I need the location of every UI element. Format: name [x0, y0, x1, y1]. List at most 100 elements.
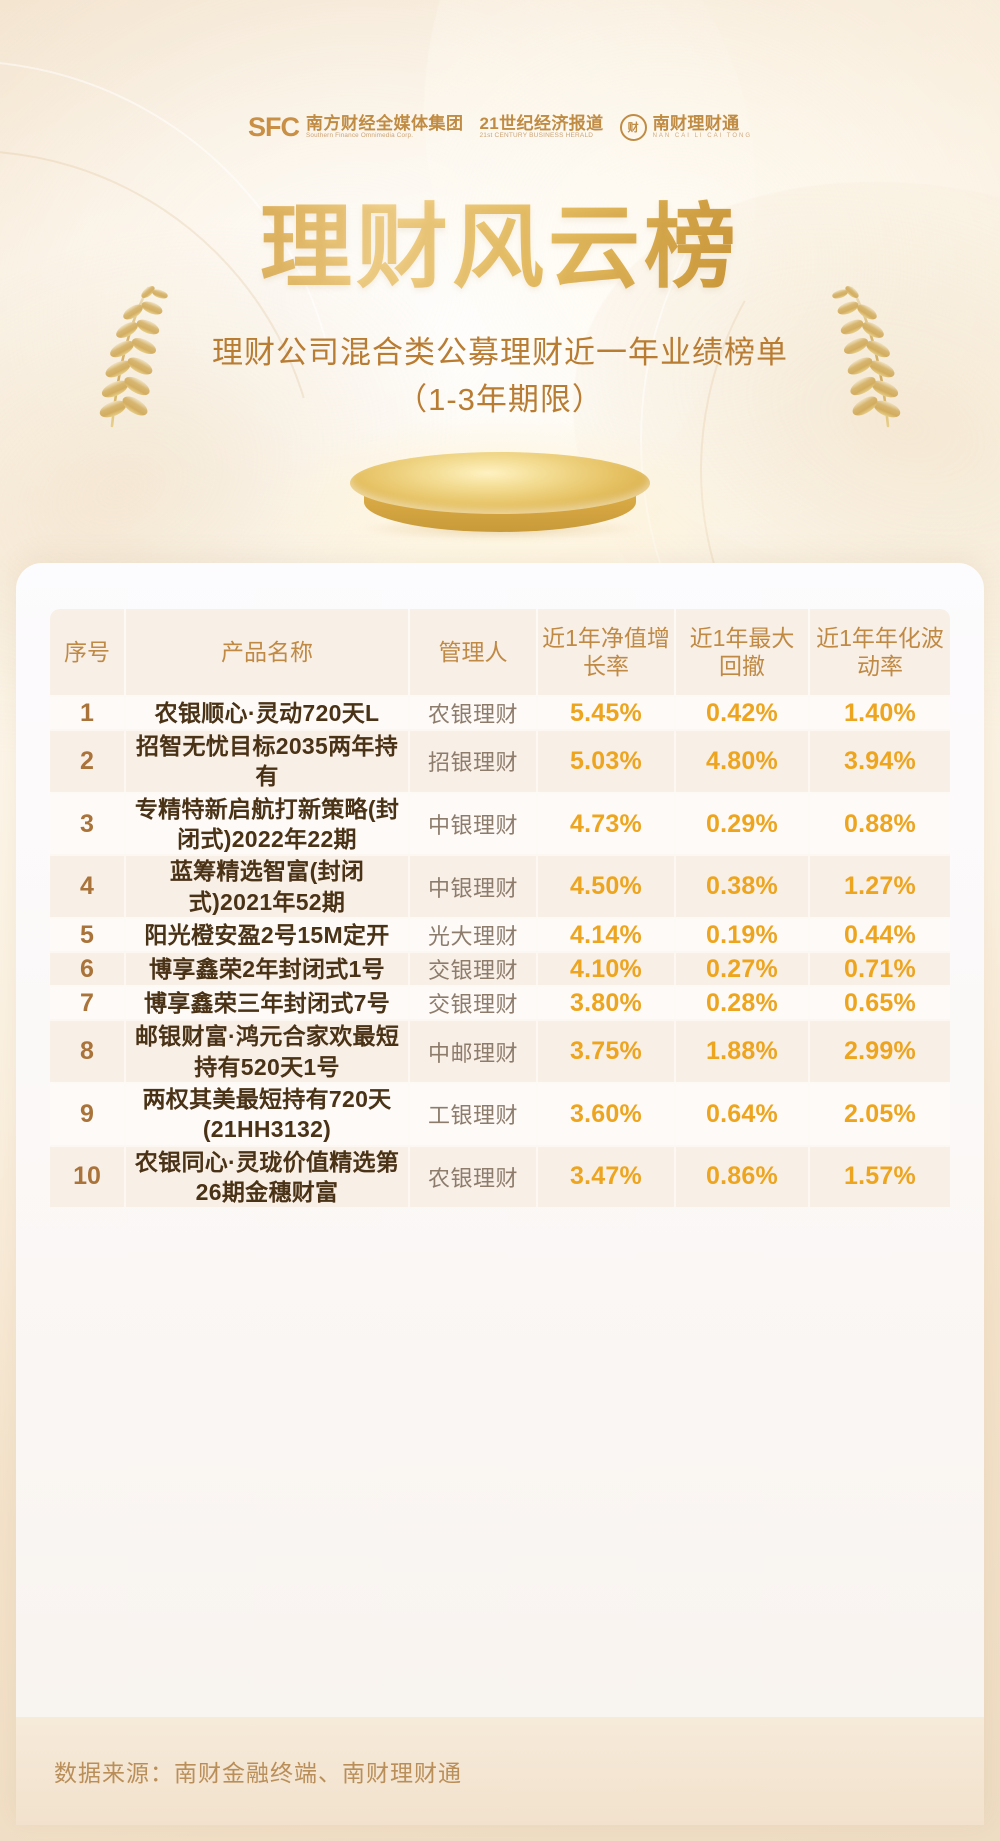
cell-manager: 中银理财 [410, 791, 538, 855]
cell-drawdown: 0.19% [676, 917, 810, 952]
cell-drawdown: 1.88% [676, 1019, 810, 1082]
sfc-name-block: 南方财经全媒体集团 Southern Finance Omnimedia Cor… [305, 113, 464, 140]
cell-manager: 招银理财 [410, 729, 538, 792]
cell-manager: 中银理财 [410, 854, 538, 918]
col-header-product: 产品名称 [126, 609, 410, 695]
page-subtitle: 理财公司混合类公募理财近一年业绩榜单（1-3年期限） [212, 335, 788, 417]
col-header-growth: 近1年净值增长率 [538, 609, 676, 695]
cell-drawdown: 4.80% [676, 729, 810, 792]
cell-volatility: 0.88% [810, 791, 950, 855]
cell-volatility: 0.65% [810, 985, 950, 1020]
cell-product-name: 阳光橙安盈2号15M定开 [126, 917, 410, 952]
cell-volatility: 2.05% [810, 1081, 950, 1145]
podium-top [350, 452, 650, 514]
cell-volatility: 0.44% [810, 917, 950, 952]
cell-drawdown: 0.29% [676, 791, 810, 855]
cell-volatility: 0.71% [810, 951, 950, 986]
laurel-branch-left-icon [99, 286, 168, 428]
table-row: 5 阳光橙安盈2号15M定开 光大理财 4.14% 0.19% 0.44% [50, 917, 950, 952]
table-body: 1 农银顺心·灵动720天L 农银理财 5.45% 0.42% 1.40% 2 招智无忧目标2… [50, 695, 950, 1208]
col-header-index: 序号 [50, 609, 126, 695]
cell-product-name: 博享鑫荣三年封闭式7号 [126, 985, 410, 1020]
sfc-name-en: Southern Finance Omnimedia Corp. [305, 131, 414, 139]
herald-name-en: 21st CENTURY BUSINESS HERALD [479, 131, 594, 139]
ncltl-name-block: 南财理财通 NAN CAI LI CAI TONG [653, 115, 752, 139]
herald-logo: 21世纪经济报道 21st CENTURY BUSINESS HERALD [479, 113, 604, 140]
cell-manager: 农银理财 [410, 1144, 538, 1208]
herald-name-cn: 21世纪经济报道 [479, 113, 604, 133]
table-row: 4 蓝筹精选智富(封闭式)2021年52期 中银理财 4.50% 0.38% 1.27% [50, 854, 950, 918]
cell-rank-index: 3 [50, 791, 126, 855]
cell-product-name: 农银同心·灵珑价值精选第26期金穗财富 [126, 1144, 410, 1208]
data-source-footer: 数据来源：南财金融终端、南财理财通 [16, 1717, 984, 1825]
cell-growth: 5.03% [538, 729, 676, 792]
cell-growth: 5.45% [538, 695, 676, 729]
cell-product-name: 专精特新启航打新策略(封闭式)2022年22期 [126, 791, 410, 855]
cell-product-name: 邮银财富·鸿元合家欢最短持有520天1号 [126, 1019, 410, 1082]
cell-drawdown: 0.86% [676, 1144, 810, 1208]
table-row: 2 招智无忧目标2035两年持有 招银理财 5.03% 4.80% 3.94% [50, 729, 950, 792]
laurel-branch-right-icon [832, 286, 901, 428]
cell-rank-index: 10 [50, 1144, 126, 1208]
ncltl-name-en: NAN CAI LI CAI TONG [652, 132, 753, 139]
cell-manager: 交银理财 [410, 951, 538, 986]
cell-rank-index: 8 [50, 1019, 126, 1082]
cell-drawdown: 0.27% [676, 951, 810, 986]
col-header-drawdown: 近1年最大回撤 [676, 609, 810, 695]
ncltl-name-cn: 南财理财通 [652, 113, 740, 133]
cell-rank-index: 2 [50, 729, 126, 792]
cell-manager: 农银理财 [410, 695, 538, 729]
table-row: 9 两权其美最短持有720天(21HH3132) 工银理财 3.60% 0.64% 2.0… [50, 1081, 950, 1145]
cell-product-name: 农银顺心·灵动720天L [126, 695, 410, 729]
cell-manager: 中邮理财 [410, 1019, 538, 1082]
table-row: 1 农银顺心·灵动720天L 农银理财 5.45% 0.42% 1.40% [50, 695, 950, 729]
sfc-logo: SFC 南方财经全媒体集团 Southern Finance Omnimedia… [247, 111, 464, 142]
table-row: 8 邮银财富·鸿元合家欢最短持有520天1号 中邮理财 3.75% 1.88% 2.99% [50, 1019, 950, 1082]
cell-manager: 交银理财 [410, 985, 538, 1020]
cell-growth: 3.60% [538, 1081, 676, 1145]
cell-growth: 3.80% [538, 985, 676, 1020]
cell-growth: 3.75% [538, 1019, 676, 1082]
cell-volatility: 1.40% [810, 695, 950, 729]
table-row: 7 博享鑫荣三年封闭式7号 交银理财 3.80% 0.28% 0.65% [50, 985, 950, 1020]
table-header: 序号 产品名称 管理人 近1年净值增长率 近1年最大回撤 近1年年化波动率 [50, 609, 950, 695]
cell-product-name: 两权其美最短持有720天(21HH3132) [126, 1081, 410, 1145]
cell-drawdown: 0.42% [676, 695, 810, 729]
cell-growth: 4.73% [538, 791, 676, 855]
cell-manager: 光大理财 [410, 917, 538, 952]
cell-volatility: 3.94% [810, 729, 950, 792]
brand-bar: SFC 南方财经全媒体集团 Southern Finance Omnimedia… [0, 108, 1000, 146]
cell-rank-index: 6 [50, 951, 126, 986]
cell-volatility: 1.27% [810, 854, 950, 918]
sfc-name-cn: 南方财经全媒体集团 [305, 113, 464, 133]
award-podium [260, 416, 740, 606]
cell-drawdown: 0.28% [676, 985, 810, 1020]
cell-rank-index: 4 [50, 854, 126, 918]
cell-growth: 4.10% [538, 951, 676, 986]
cell-drawdown: 0.64% [676, 1081, 810, 1145]
cell-product-name: 博享鑫荣2年封闭式1号 [126, 951, 410, 986]
col-header-manager: 管理人 [410, 609, 538, 695]
cell-rank-index: 5 [50, 917, 126, 952]
ncltl-circle-icon: 财 [619, 113, 647, 141]
cell-rank-index: 7 [50, 985, 126, 1020]
page-title: 理财风云榜 [0, 196, 1000, 299]
cell-rank-index: 9 [50, 1081, 126, 1145]
ncltl-logo: 财 南财理财通 NAN CAI LI CAI TONG [619, 113, 752, 141]
cell-manager: 工银理财 [410, 1081, 538, 1145]
sfc-wordmark-icon: SFC [247, 111, 300, 142]
cell-product-name: 招智无忧目标2035两年持有 [126, 729, 410, 792]
table-row: 10 农银同心·灵珑价值精选第26期金穗财富 农银理财 3.47% 0.86% 1.57% [50, 1144, 950, 1208]
table-header-row: 序号 产品名称 管理人 近1年净值增长率 近1年最大回撤 近1年年化波动率 [50, 609, 950, 695]
cell-growth: 4.14% [538, 917, 676, 952]
cell-volatility: 2.99% [810, 1019, 950, 1082]
table-row: 6 博享鑫荣2年封闭式1号 交银理财 4.10% 0.27% 0.71% [50, 951, 950, 986]
cell-growth: 4.50% [538, 854, 676, 918]
table-row: 3 专精特新启航打新策略(封闭式)2022年22期 中银理财 4.73% 0.29% 0.… [50, 791, 950, 855]
cell-volatility: 1.57% [810, 1144, 950, 1208]
cell-rank-index: 1 [50, 695, 126, 729]
cell-product-name: 蓝筹精选智富(封闭式)2021年52期 [126, 854, 410, 918]
